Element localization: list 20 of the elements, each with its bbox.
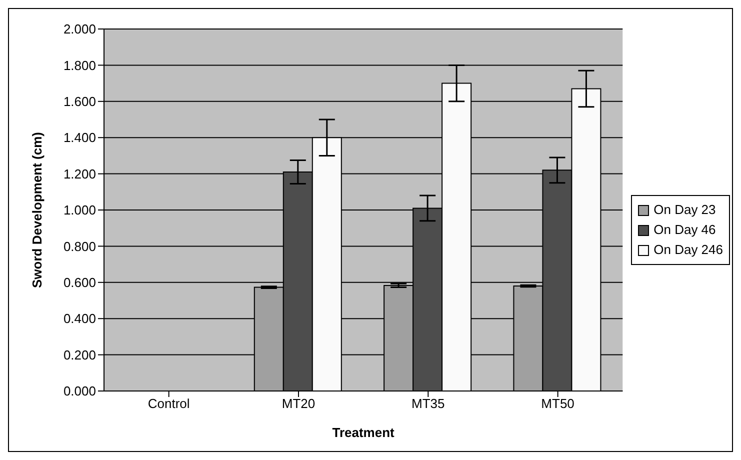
y-tick-label: 0.200	[63, 347, 96, 362]
legend-label: On Day 46	[654, 221, 716, 239]
x-tick-label: MT50	[541, 396, 574, 412]
y-tick-label: 1.600	[63, 94, 96, 110]
y-tick-label: 1.000	[63, 202, 96, 218]
x-tick-label: MT35	[412, 396, 445, 412]
y-tick-label: 0.400	[63, 311, 96, 326]
x-tick-label: Control	[148, 396, 190, 412]
y-tick-label: 0.000	[63, 384, 96, 399]
y-tick-label: 1.800	[63, 58, 96, 73]
y-tick-label: 1.200	[63, 166, 96, 182]
legend-label: On Day 23	[654, 201, 716, 219]
y-tick-label: 0.800	[63, 238, 96, 254]
y-tick-label: 0.600	[63, 275, 96, 290]
y-tick-label: 1.400	[63, 130, 96, 146]
x-axis-title: Treatment	[332, 425, 396, 440]
y-axis-title: Sword Development (cm)	[30, 132, 45, 288]
y-tick-label: 2.000	[63, 22, 96, 37]
x-tick-label: MT20	[282, 396, 316, 412]
legend-label: On Day 246	[654, 241, 723, 259]
